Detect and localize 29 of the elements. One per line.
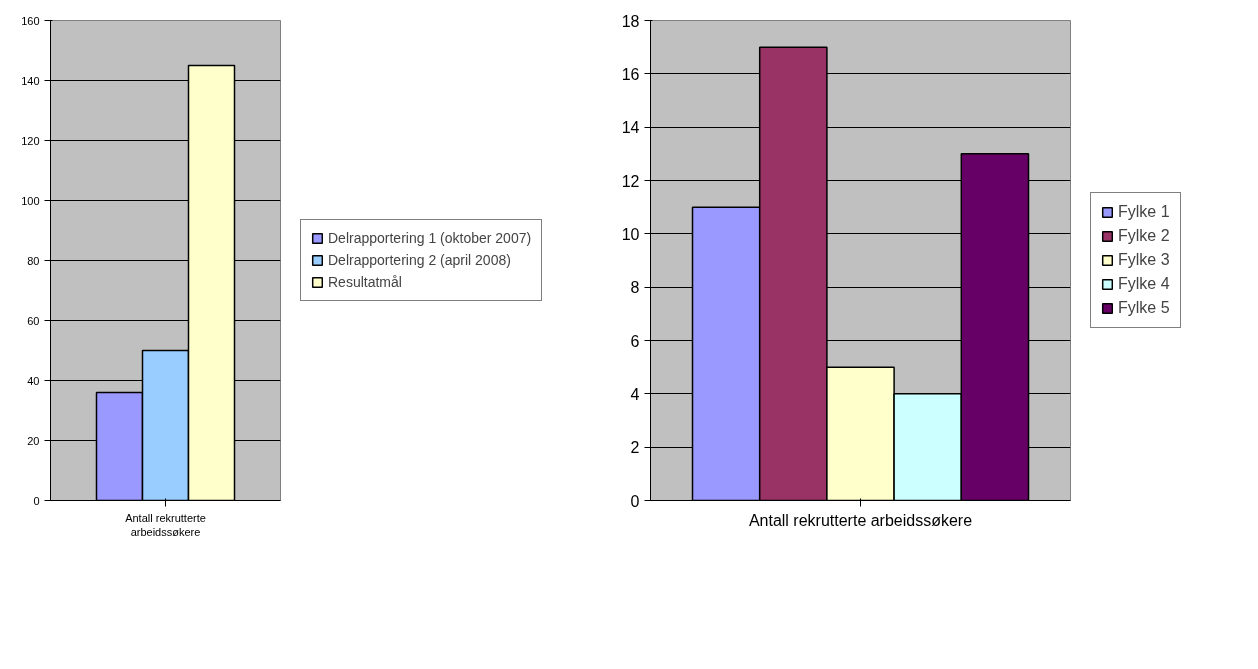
legend-label: Fylke 4	[1118, 275, 1170, 293]
y-tick-label: 40	[27, 374, 40, 387]
y-tick-label: 4	[630, 385, 640, 403]
y-tick-label: 12	[621, 172, 640, 190]
legend-label: Resultatmål	[328, 274, 402, 290]
legend-label: Delrapportering 1 (oktober 2007)	[328, 230, 532, 246]
y-tick-label: 160	[21, 14, 40, 27]
legend-label: Fylke 5	[1118, 299, 1170, 317]
y-tick-label: 16	[621, 65, 640, 83]
legend-label: Fylke 2	[1118, 227, 1170, 245]
y-tick-label: 6	[630, 332, 640, 350]
y-tick-label: 14	[621, 119, 640, 137]
legend-label: Delrapportering 2 (april 2008)	[328, 252, 511, 268]
x-tick-label: Antall rekrutterte arbeidssøkere	[748, 511, 973, 529]
y-tick-label: 10	[621, 225, 640, 243]
legend-label: Fylke 3	[1118, 251, 1170, 269]
y-tick-label: 0	[33, 494, 40, 507]
y-tick-label: 20	[27, 434, 40, 447]
y-tick-label: 2	[630, 439, 640, 457]
y-tick-label: 18	[621, 12, 640, 30]
y-tick-label: 80	[27, 254, 40, 267]
y-tick-label: 8	[630, 279, 640, 297]
y-tick-label: 60	[27, 314, 40, 327]
legend-label: Fylke 1	[1118, 203, 1170, 221]
y-tick-label: 120	[21, 134, 40, 147]
y-tick-label: 100	[21, 194, 40, 207]
y-tick-label: 0	[630, 492, 640, 510]
x-tick-label: Antall rekrutterte arbeidssøkere	[125, 511, 206, 538]
y-tick-label: 140	[21, 74, 40, 87]
